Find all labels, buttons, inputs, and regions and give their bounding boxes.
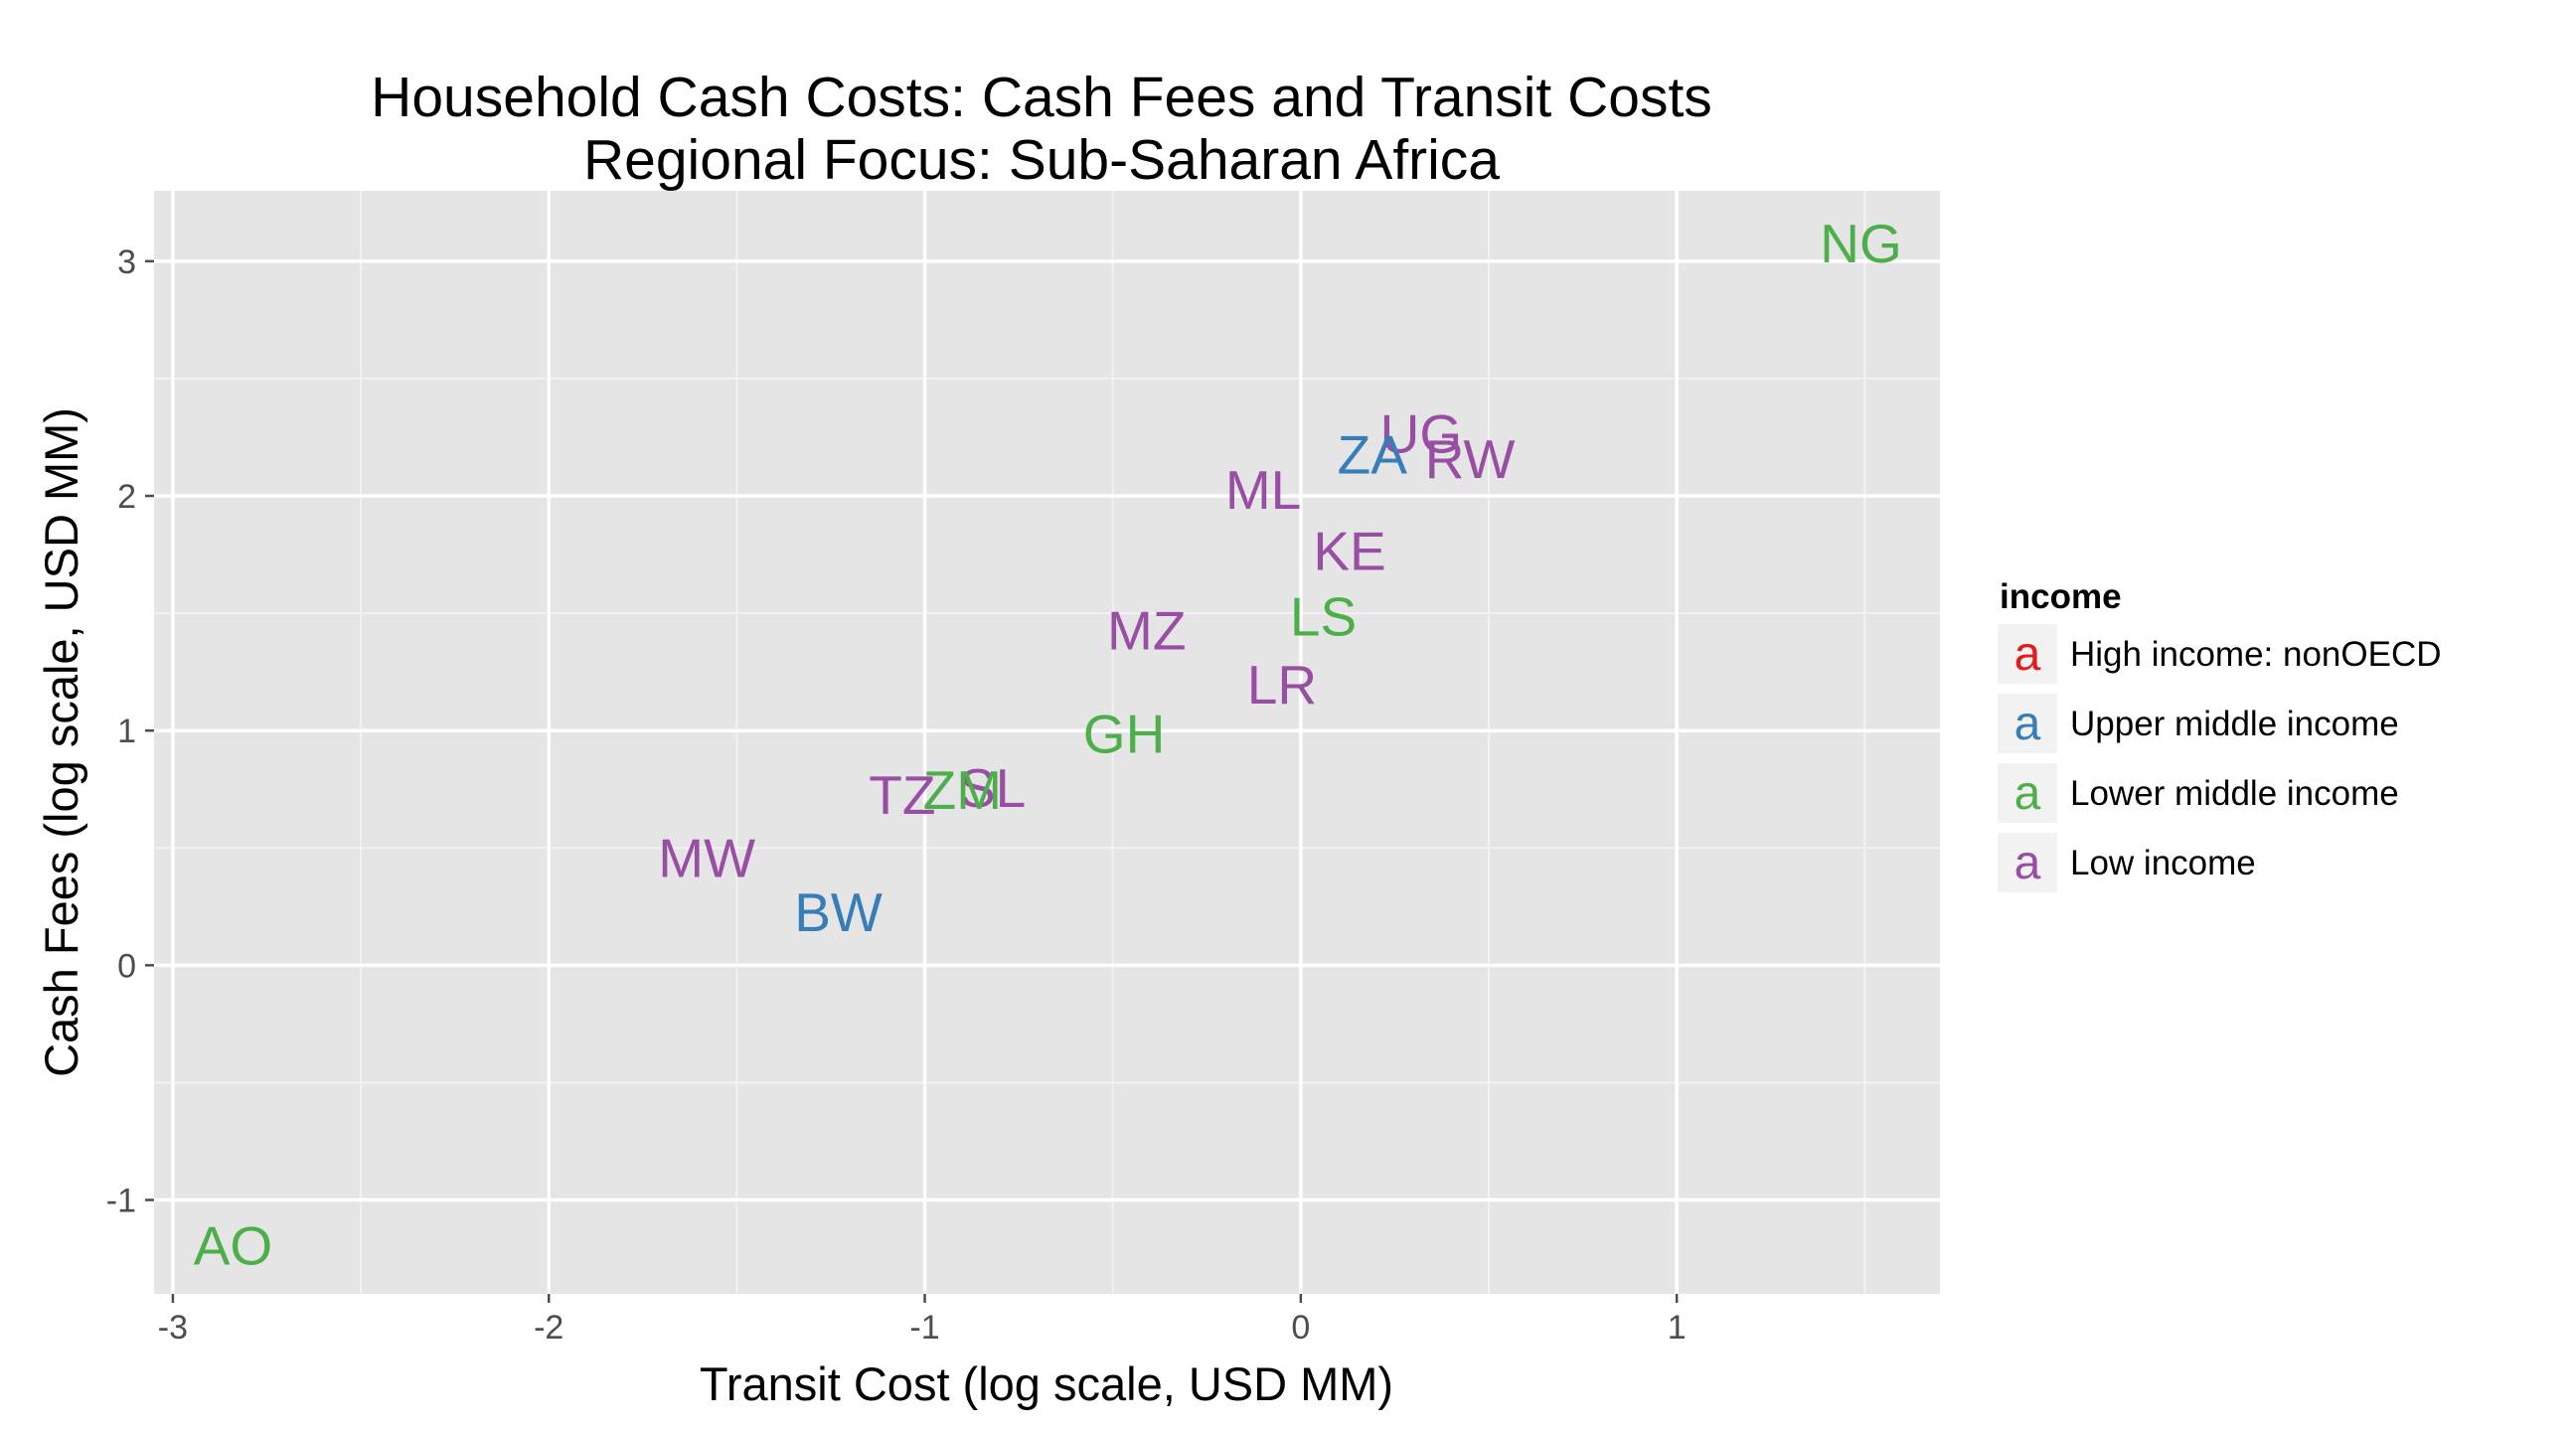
point-label-ug: UG	[1380, 402, 1463, 464]
point-label-rw: RW	[1425, 428, 1516, 490]
y-tick-label: 0	[117, 947, 136, 985]
point-label-ng: NG	[1820, 213, 1902, 274]
point-label-ml: ML	[1225, 459, 1301, 521]
y-tick-label: 2	[117, 478, 136, 516]
legend-title: income	[2000, 577, 2122, 616]
legend-key	[1998, 694, 2057, 753]
point-label-lr: LR	[1247, 654, 1317, 716]
point-label-mw: MW	[658, 828, 755, 889]
y-tick-label: 3	[117, 243, 136, 281]
legend-label: Lower middle income	[2070, 774, 2399, 813]
x-axis-title: Transit Cost (log scale, USD MM)	[700, 1357, 1393, 1410]
point-label-ke: KE	[1313, 520, 1385, 581]
y-tick-label: -1	[106, 1183, 136, 1220]
y-axis-title: Cash Fees (log scale, USD MM)	[35, 407, 87, 1077]
x-tick-label: -3	[158, 1309, 188, 1347]
legend-entries: a High income: nonOECD a Upper middle incom…	[1998, 624, 2442, 892]
point-label-za: ZA	[1338, 424, 1408, 486]
x-axis: -3 -2 -1 0 1	[158, 1294, 1687, 1347]
x-tick-label: 1	[1668, 1309, 1687, 1347]
grid-major	[154, 191, 1940, 1294]
chart-title: Household Cash Costs: Cash Fees and Tran…	[371, 66, 1712, 129]
legend-key	[1998, 763, 2057, 823]
legend-key-glyph: a	[2014, 628, 2041, 681]
legend-key	[1998, 624, 2057, 684]
legend-label: High income: nonOECD	[2070, 635, 2442, 674]
point-label-sl: SL	[959, 757, 1026, 819]
legend-key-glyph: a	[2014, 837, 2041, 889]
point-label-tz: TZ	[869, 764, 935, 826]
legend-label: Upper middle income	[2070, 705, 2399, 743]
point-label-gh: GH	[1083, 704, 1166, 765]
grid-minor	[154, 191, 1940, 1294]
legend-key-glyph: a	[2014, 698, 2041, 750]
y-tick-label: 1	[117, 713, 136, 750]
point-label-ao: AO	[194, 1214, 272, 1276]
legend: income a High income: nonOECD a Upper middl…	[1998, 577, 2442, 892]
x-tick-label: -2	[534, 1309, 564, 1347]
chart-subtitle: Regional Focus: Sub-Saharan Africa	[583, 128, 1500, 192]
point-label-zm: ZM	[923, 759, 1002, 821]
point-label-ls: LS	[1290, 585, 1357, 647]
legend-key-glyph: a	[2014, 767, 2041, 820]
legend-key	[1998, 833, 2057, 892]
point-label-bw: BW	[794, 881, 883, 943]
plot-panel	[154, 191, 1940, 1294]
point-label-mz: MZ	[1107, 600, 1186, 662]
x-tick-label: 0	[1291, 1309, 1310, 1347]
x-tick-label: -1	[909, 1309, 939, 1347]
legend-label: Low income	[2070, 844, 2256, 882]
y-axis: -1 0 1 2 3	[106, 243, 154, 1220]
